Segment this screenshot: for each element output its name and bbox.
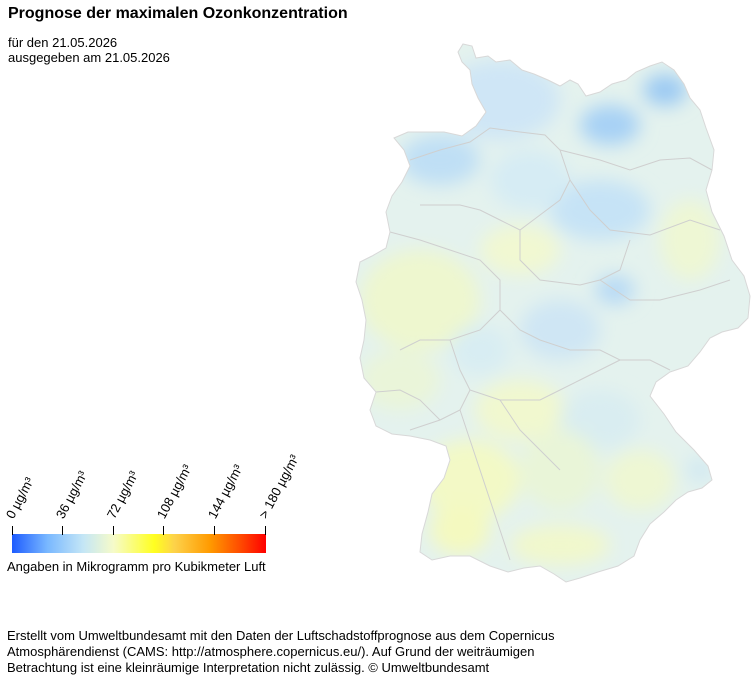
legend-tick-label: > 180 µg/m³ bbox=[255, 452, 302, 521]
map-title: Prognose der maximalen Ozonkonzentration bbox=[8, 5, 348, 22]
legend-tick-label: 36 µg/m³ bbox=[52, 468, 91, 521]
footer-line: Atmosphärendienst (CAMS: http://atmosphe… bbox=[7, 644, 535, 659]
legend-tick-label: 108 µg/m³ bbox=[153, 462, 195, 521]
legend-tick-label: 144 µg/m³ bbox=[204, 462, 246, 521]
footer-credits: Erstellt vom Umweltbundesamt mit den Dat… bbox=[7, 628, 707, 676]
legend-units-note: Angaben in Mikrogramm pro Kubikmeter Luf… bbox=[7, 559, 266, 574]
legend-tick-label: 0 µg/m³ bbox=[2, 474, 37, 521]
legend-tick bbox=[163, 526, 164, 535]
legend-tick bbox=[62, 526, 63, 535]
legend-tick bbox=[265, 526, 266, 535]
footer-line: Erstellt vom Umweltbundesamt mit den Dat… bbox=[7, 628, 555, 643]
color-legend: 0 µg/m³ 36 µg/m³ 72 µg/m³ 108 µg/m³ 144 … bbox=[0, 0, 330, 600]
legend-colorbar bbox=[12, 534, 266, 553]
forecast-date: für den 21.05.2026 bbox=[8, 35, 118, 50]
legend-tick-label: 72 µg/m³ bbox=[103, 468, 142, 521]
ozone-field bbox=[356, 44, 750, 582]
legend-tick bbox=[214, 526, 215, 535]
legend-tick bbox=[113, 526, 114, 535]
issued-date: ausgegeben am 21.05.2026 bbox=[8, 50, 170, 65]
state-borders bbox=[375, 127, 731, 561]
footer-line: Betrachtung ist eine kleinräumige Interp… bbox=[7, 660, 490, 675]
legend-tick bbox=[12, 526, 13, 535]
